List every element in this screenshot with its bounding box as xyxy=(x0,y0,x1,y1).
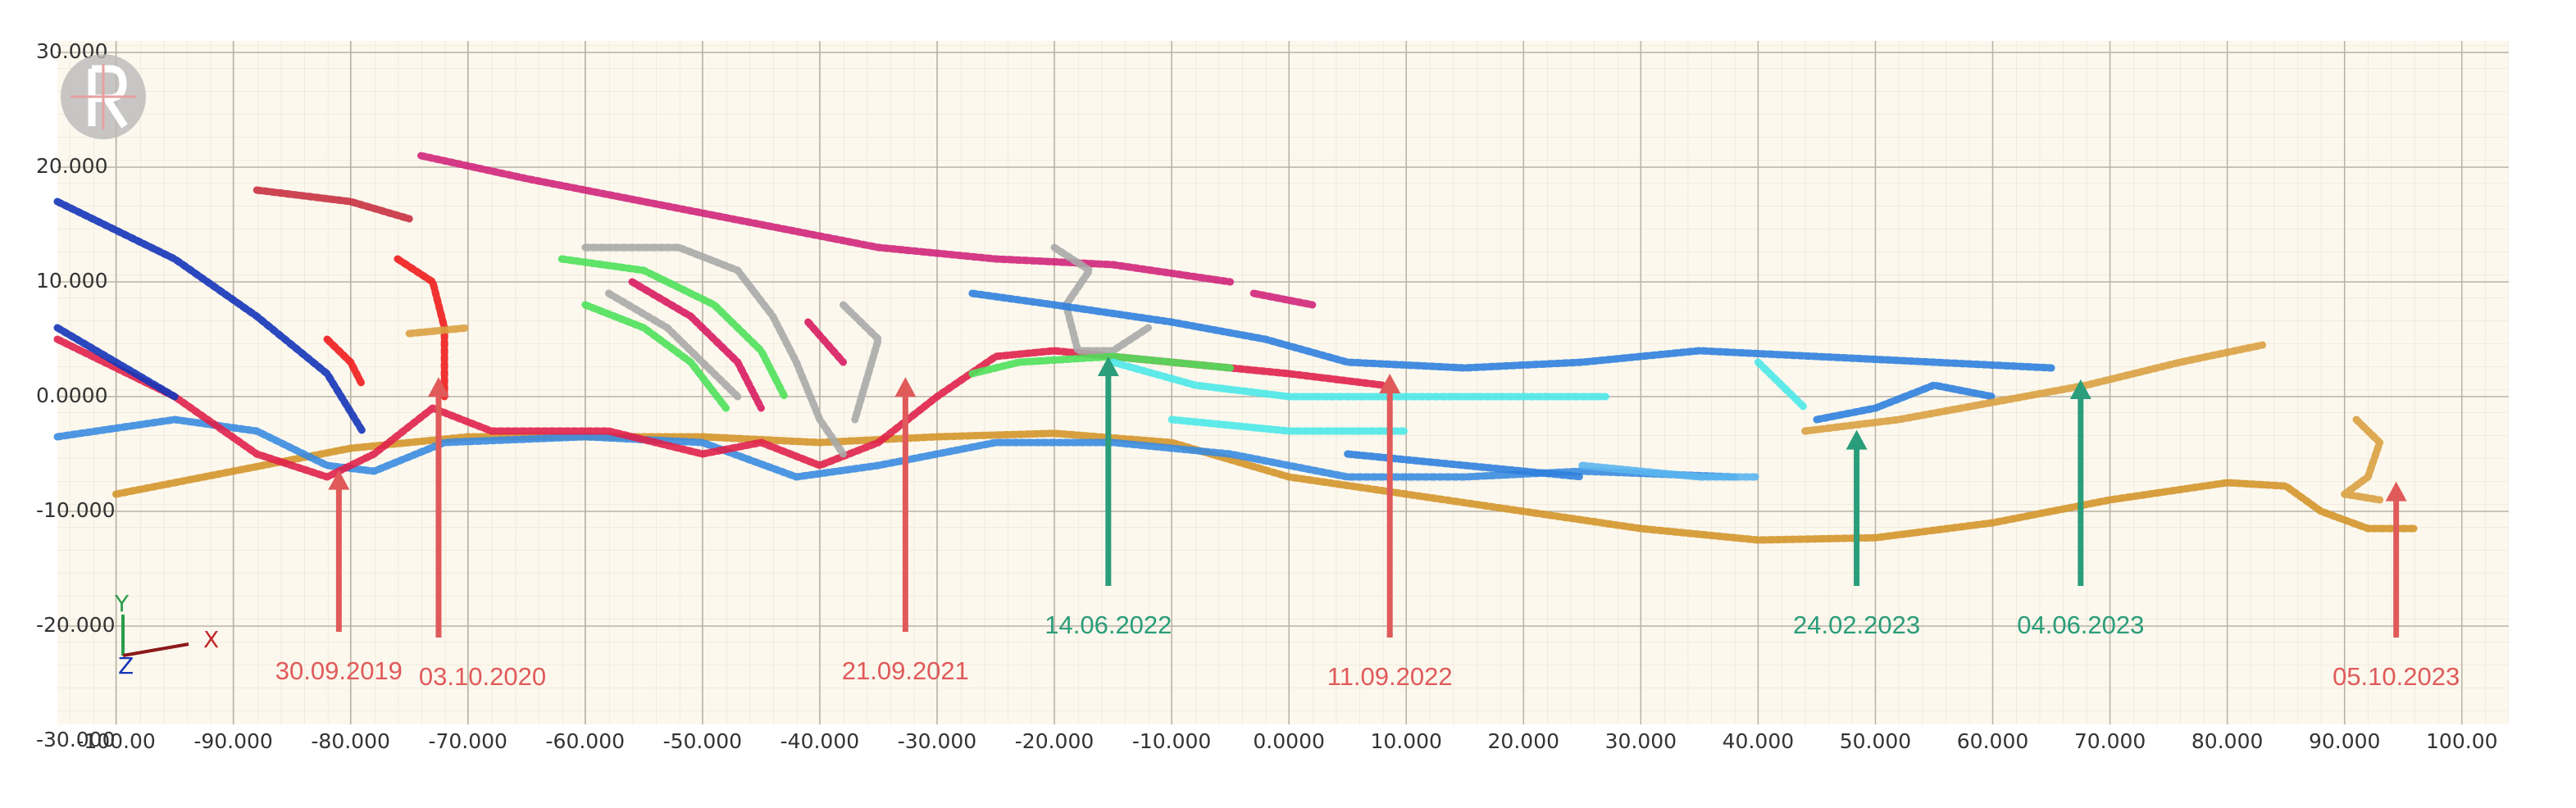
arrow-head xyxy=(1846,429,1868,450)
triad-x-axis xyxy=(122,642,189,657)
annotation-label: 21.09.2021 xyxy=(842,656,969,685)
annotation-label: 24.02.2023 xyxy=(1793,611,1920,639)
annotation-label: 11.09.2022 xyxy=(1327,662,1453,691)
point-cloud xyxy=(628,278,847,412)
x-tick-label: 40.000 xyxy=(1723,729,1794,753)
x-tick-label: -80.000 xyxy=(311,729,390,753)
annotation-label: 04.06.2023 xyxy=(2017,611,2144,639)
x-tick-label: -10.000 xyxy=(1132,729,1212,753)
y-tick-label: 20.000 xyxy=(36,154,107,178)
annotation-label: 30.09.2019 xyxy=(275,656,403,685)
x-tick-label: -40.000 xyxy=(781,729,860,753)
x-tick-label: -20.000 xyxy=(1015,729,1095,753)
x-tick-label: 90.000 xyxy=(2309,729,2380,753)
point-cloud xyxy=(558,255,1235,412)
x-tick-label: 70.000 xyxy=(2074,729,2146,753)
triad-z-label: Z xyxy=(118,652,134,679)
data-layer xyxy=(53,152,2419,638)
x-tick-label: -50.000 xyxy=(663,729,743,753)
x-tick-label: 80.000 xyxy=(2191,729,2263,753)
point-cloud xyxy=(417,152,1317,309)
arrow-head xyxy=(328,470,350,490)
point-cloud xyxy=(968,289,2055,481)
y-tick-label: -10.000 xyxy=(36,498,116,522)
x-tick-label: 0.0000 xyxy=(1253,729,1324,753)
point-cloud xyxy=(253,186,413,223)
point-cloud xyxy=(581,243,1152,458)
y-tick-label: 10.000 xyxy=(36,269,107,293)
point-cloud xyxy=(405,324,2384,504)
x-tick-label: 20.000 xyxy=(1488,729,1559,753)
arrow-head xyxy=(1379,374,1401,393)
x-tick-label: 100.00 xyxy=(2426,729,2497,753)
x-tick-label: 10.000 xyxy=(1370,729,1441,753)
x-tick-label: -30.000 xyxy=(898,729,977,753)
arrow-head xyxy=(1097,356,1119,376)
logo-cross xyxy=(71,64,136,129)
triad-x-label: X xyxy=(203,626,219,653)
point-cloud xyxy=(1109,358,1809,435)
arrow-head xyxy=(2069,379,2091,399)
y-tick-label: 0.0000 xyxy=(36,384,107,407)
arrow-head xyxy=(427,377,449,397)
triad-y-label: Y xyxy=(114,590,130,617)
y-tick-label: -30.000 xyxy=(36,728,116,751)
annotation-label: 14.06.2022 xyxy=(1045,611,1172,639)
x-tick-label: -70.000 xyxy=(428,729,507,753)
annotation-label: 03.10.2020 xyxy=(419,662,546,691)
label-layer: 30.000 20.000 10.000 0.0000 -10.000 -20.000 -3… xyxy=(36,39,2498,753)
arrow-head xyxy=(894,377,917,397)
point-cloud xyxy=(1578,461,1762,481)
x-tick-label: 30.000 xyxy=(1605,729,1677,753)
point-cloud xyxy=(53,415,1739,481)
x-tick-label: 60.000 xyxy=(1957,729,2028,753)
x-tick-label: 50.000 xyxy=(1840,729,1911,753)
logo xyxy=(61,54,146,139)
arrow-head xyxy=(2385,481,2407,502)
point-cloud xyxy=(53,335,1387,481)
y-tick-label: -20.000 xyxy=(36,613,116,637)
x-tick-label: -100.00 xyxy=(76,729,156,753)
x-tick-label: -60.000 xyxy=(546,729,626,753)
x-tick-label: -90.000 xyxy=(193,729,273,753)
point-cloud xyxy=(53,197,366,435)
annotation-label: 05.10.2023 xyxy=(2333,662,2460,691)
axis-triad: Y X Z xyxy=(114,590,219,679)
